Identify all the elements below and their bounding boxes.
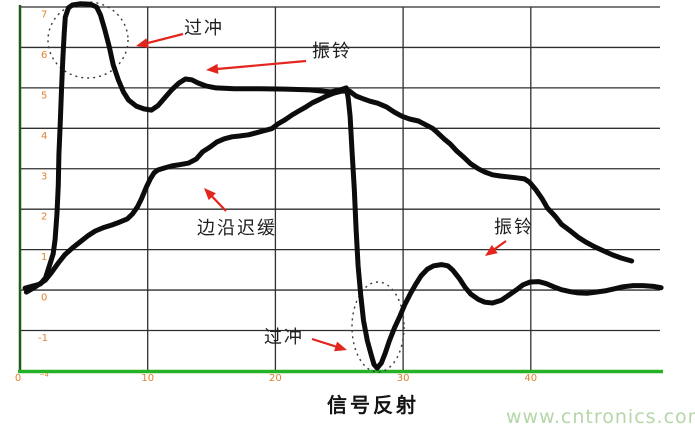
annotation-label-overshoot-bottom: 过冲 xyxy=(264,327,304,348)
y-tick-label: 4 xyxy=(41,131,47,142)
highlight-ellipse xyxy=(47,1,129,79)
x-tick-label: 40 xyxy=(524,373,537,384)
annotation-label-slow-edge: 边沿迟缓 xyxy=(197,218,277,239)
y-tick-label: 0 xyxy=(41,293,47,304)
highlight-ellipse xyxy=(351,281,405,373)
x-tick-label: 20 xyxy=(269,373,282,384)
annotation-arrowhead-ringing-top xyxy=(206,63,219,74)
y-tick-label: 2 xyxy=(41,212,47,223)
annotation-arrow-overshoot-top xyxy=(142,32,184,46)
waveform-reflected-signal-slow-edge xyxy=(23,88,635,295)
waveform-fast-edge-signal-with-overshoot-and-ringing xyxy=(22,1,664,371)
x-extra-tick-label: ⁻⁴ xyxy=(39,372,48,383)
x-tick-label: 30 xyxy=(397,373,410,384)
annotation-arrowhead-overshoot-bottom xyxy=(334,341,347,352)
x-tick-label: 0 xyxy=(15,373,21,384)
annotation-arrowhead-overshoot-top xyxy=(136,38,149,48)
annotation-label-ringing-top: 振铃 xyxy=(312,41,352,62)
y-tick-label: 7 xyxy=(41,10,47,21)
annotation-label-ringing-right: 振铃 xyxy=(494,217,534,238)
annotation-arrowhead-ringing-right xyxy=(485,245,498,256)
y-tick-label: -1 xyxy=(38,333,48,344)
y-tick-label: 6 xyxy=(41,50,47,61)
annotation-arrow-ringing-top xyxy=(212,59,307,71)
y-tick-label: 1 xyxy=(41,252,47,263)
annotation-arrowhead-slow-edge xyxy=(204,188,216,201)
watermark-text: www.cntronics.com xyxy=(506,406,695,428)
x-tick-label: 10 xyxy=(141,373,154,384)
y-tick-label: 3 xyxy=(41,171,47,182)
y-tick-label: 5 xyxy=(41,90,47,101)
chart-title: 信号反射 xyxy=(327,393,419,417)
annotation-label-overshoot-top: 过冲 xyxy=(184,18,224,39)
